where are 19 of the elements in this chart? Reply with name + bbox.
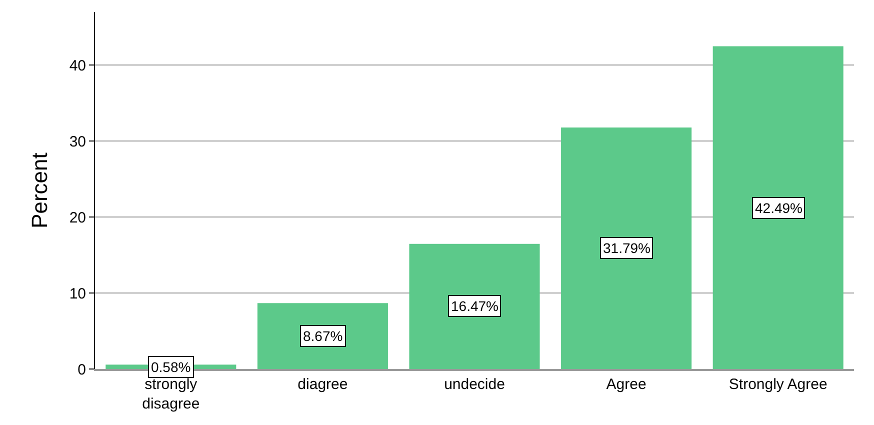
data-label: 0.58% [151,359,191,375]
x-tick-label: Agree [606,376,646,393]
y-tick-label: 20 [69,209,86,226]
x-tick-label: strongly disagree [142,376,200,412]
y-tick-label: 40 [69,57,86,74]
x-tick-label: Strongly Agree [728,376,828,393]
x-tick-label: undecide [444,376,505,393]
data-label: 42.49% [755,200,802,216]
data-label: 8.67% [303,328,343,344]
data-label: 16.47% [451,298,498,314]
bar [561,128,692,369]
bar [712,46,844,369]
data-label: 31.79% [603,240,650,256]
y-tick-label: 10 [69,285,86,302]
y-tick-label: 30 [69,133,86,150]
y-tick-label: 0 [78,361,86,378]
y-axis-title: Percent [27,152,52,228]
x-tick-label: diagree [298,376,348,393]
bar [409,244,540,369]
